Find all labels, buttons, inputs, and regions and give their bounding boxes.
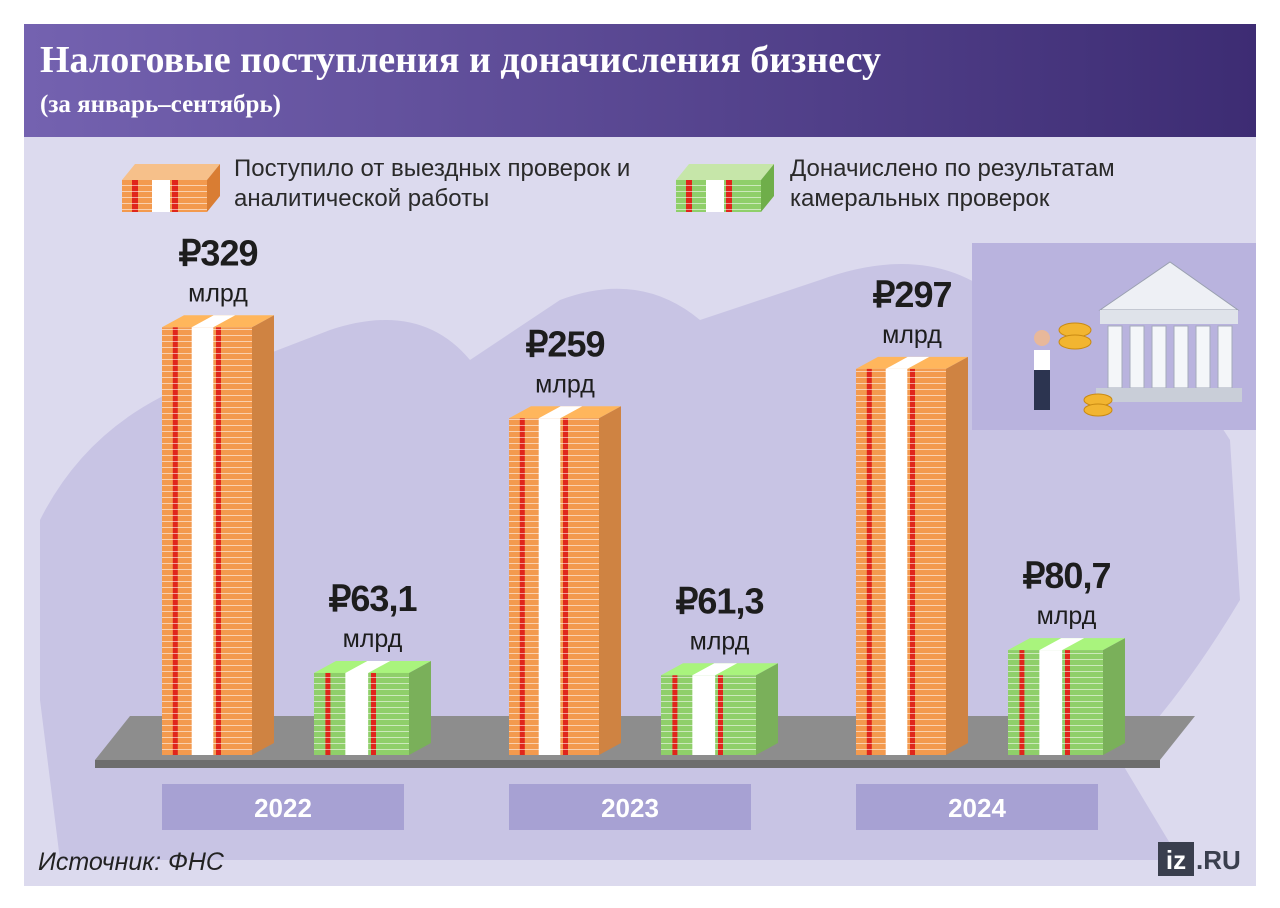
top-stripe xyxy=(885,356,930,369)
x-tick-label: 2023 xyxy=(601,793,659,823)
value-unit: млрд xyxy=(535,370,595,398)
stack-lines xyxy=(856,368,946,755)
stack-side xyxy=(756,663,778,755)
stack-lines xyxy=(509,418,599,755)
chart-subtitle: (за январь–сентябрь) xyxy=(40,91,281,118)
value-label: ₽259 xyxy=(526,323,605,364)
stack xyxy=(1008,638,1125,755)
value-label: ₽80,7 xyxy=(1023,555,1111,596)
top-stripe xyxy=(692,663,738,676)
stack-lines xyxy=(661,675,756,755)
legend-label: Поступило от выездных проверок и аналити… xyxy=(234,155,631,212)
source: Источник: ФНС xyxy=(38,848,225,876)
value-unit: млрд xyxy=(343,625,403,653)
stack xyxy=(661,663,778,755)
stack-side xyxy=(1103,638,1125,755)
value-unit: млрд xyxy=(690,627,750,655)
logo-mark: iz xyxy=(1166,845,1186,875)
value-unit: млрд xyxy=(1037,602,1097,630)
x-tick-label: 2022 xyxy=(254,793,312,823)
top-stripe xyxy=(191,315,236,328)
stack-side xyxy=(252,315,274,755)
top-stripe xyxy=(345,660,391,673)
value-label: ₽297 xyxy=(873,274,952,315)
value-label: ₽329 xyxy=(179,232,258,273)
year-box xyxy=(856,784,1098,830)
logo-domain: .RU xyxy=(1196,845,1241,875)
bank-illustration xyxy=(972,243,1256,430)
stack xyxy=(314,660,431,755)
top-stripe xyxy=(1039,638,1085,651)
stack-side xyxy=(599,406,621,755)
legend-label: Доначислено по результатам камеральных п… xyxy=(790,155,1115,212)
chart-title: Налоговые поступления и доначисления биз… xyxy=(40,39,881,81)
value-label: ₽61,3 xyxy=(676,580,764,621)
x-tick-label: 2024 xyxy=(948,793,1006,823)
stack xyxy=(856,356,968,755)
platform-edge xyxy=(95,760,1160,768)
legend-icon xyxy=(676,164,774,212)
value-label: ₽63,1 xyxy=(329,578,418,619)
stack-side xyxy=(946,356,968,755)
stack xyxy=(162,315,274,755)
stack xyxy=(509,406,621,755)
stack-lines xyxy=(314,672,409,755)
year-box xyxy=(162,784,404,830)
value-unit: млрд xyxy=(188,279,248,307)
logo-box xyxy=(1158,842,1194,876)
header-banner xyxy=(24,24,1256,137)
value-unit: млрд xyxy=(882,321,942,349)
stack-lines xyxy=(1008,650,1103,755)
top-stripe xyxy=(538,406,583,419)
stack-lines xyxy=(162,327,252,755)
legend-icon xyxy=(122,164,220,212)
stack-side xyxy=(409,660,431,755)
year-box xyxy=(509,784,751,830)
